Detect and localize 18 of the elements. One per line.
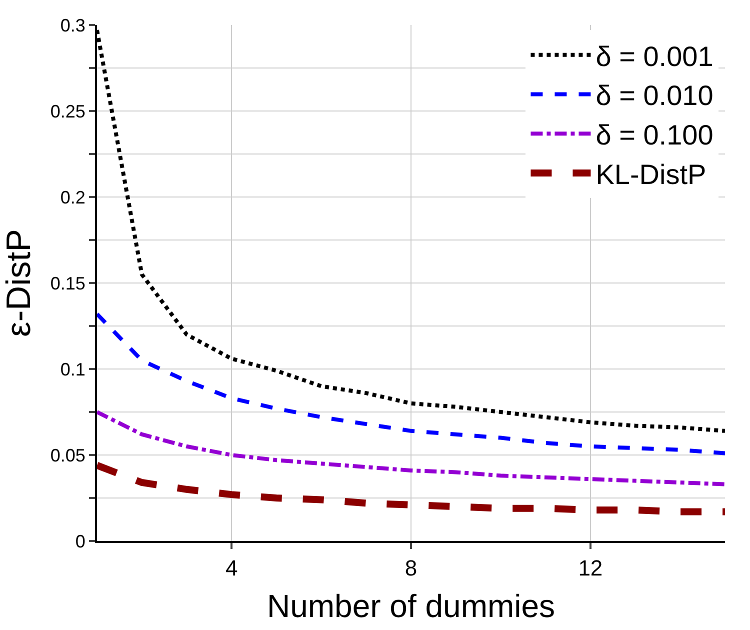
- x-tick-label: 4: [225, 555, 238, 580]
- legend-label: δ = 0.001: [596, 40, 714, 72]
- y-tick-label: 0.25: [50, 101, 86, 122]
- y-tick-label: 0.3: [60, 15, 86, 36]
- y-tick-label: 0.15: [50, 273, 86, 294]
- y-tick-label: 0.1: [60, 359, 86, 380]
- x-tick-label: 8: [404, 555, 418, 580]
- legend-label: KL-DistP: [596, 158, 706, 190]
- legend-label: δ = 0.100: [596, 120, 714, 151]
- y-tick-label: 0: [75, 531, 86, 552]
- x-tick-label: 12: [578, 555, 603, 580]
- line-series: [97, 312, 725, 456]
- legend-label: δ = 0.010: [596, 80, 714, 112]
- x-axis-title: Number of dummies: [266, 588, 556, 624]
- y-tick-label: 0.2: [60, 187, 86, 208]
- y-axis-title: ε-DistP: [0, 229, 38, 337]
- line-series: [97, 410, 725, 486]
- y-tick-label: 0.05: [50, 445, 86, 466]
